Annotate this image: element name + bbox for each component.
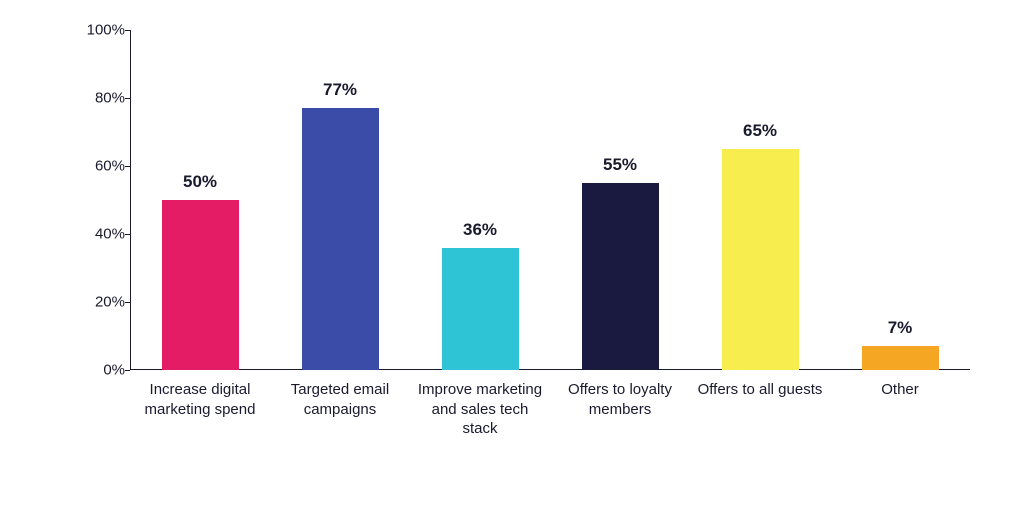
x-axis-label: Other bbox=[830, 380, 970, 400]
bars-region: 50% 77% 36% 55%65% 7% bbox=[130, 30, 970, 370]
bar-value-label: 65% bbox=[690, 121, 830, 141]
y-tick-label: 80% bbox=[70, 90, 125, 107]
y-tick-mark bbox=[125, 370, 130, 371]
bar bbox=[442, 248, 519, 370]
bar-slot: 50% bbox=[130, 30, 270, 370]
bar-value-label: 77% bbox=[270, 80, 410, 100]
x-axis-label: Increase digital marketing spend bbox=[130, 380, 270, 419]
bar bbox=[162, 200, 239, 370]
bar-slot: 77% bbox=[270, 30, 410, 370]
bar-value-label: 7% bbox=[830, 318, 970, 338]
y-tick-label: 100% bbox=[70, 22, 125, 39]
x-axis-label: Targeted email campaigns bbox=[270, 380, 410, 419]
bar-slot: 65% bbox=[690, 30, 830, 370]
y-tick-label: 40% bbox=[70, 226, 125, 243]
y-tick-label: 20% bbox=[70, 294, 125, 311]
y-tick-label: 60% bbox=[70, 158, 125, 175]
x-axis-label: Offers to loyalty members bbox=[550, 380, 690, 419]
bar-chart: 0%20%40%60%80%100% 50%77%36%55%65%7% Inc… bbox=[70, 30, 970, 490]
bar-slot: 7% bbox=[830, 30, 970, 370]
bar bbox=[862, 346, 939, 370]
x-axis-label: Offers to all guests bbox=[690, 380, 830, 400]
bar-slot: 55% bbox=[550, 30, 690, 370]
bar-value-label: 50% bbox=[130, 172, 270, 192]
bar bbox=[722, 149, 799, 370]
bar bbox=[302, 108, 379, 370]
y-tick-label: 0% bbox=[70, 362, 125, 379]
x-axis-label: Improve marketing and sales tech stack bbox=[410, 380, 550, 439]
bar bbox=[582, 183, 659, 370]
bar-slot: 36% bbox=[410, 30, 550, 370]
bar-value-label: 55% bbox=[550, 155, 690, 175]
bar-value-label: 36% bbox=[410, 220, 550, 240]
plot-area: 0%20%40%60%80%100% 50%77%36%55%65%7% bbox=[70, 30, 970, 370]
